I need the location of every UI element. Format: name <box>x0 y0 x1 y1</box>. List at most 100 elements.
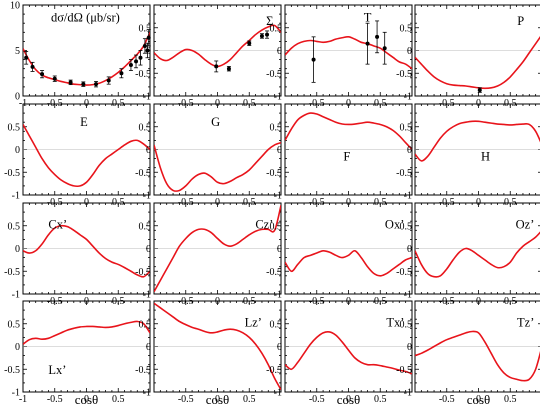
x-tick-label: 0 <box>346 394 351 405</box>
y-tick-label: -1 <box>12 290 20 301</box>
y-tick-label: 0.5 <box>270 23 283 34</box>
x-tick-label: -1 <box>19 394 27 405</box>
y-tick-label: -1 <box>404 191 412 202</box>
panel-label: Cx’ <box>48 217 67 231</box>
y-tick-label: 0.5 <box>400 319 413 330</box>
y-tick-label: -1 <box>274 191 282 202</box>
panel-9: -0.5 0 0.5 -1 -0.5 0 0.5 Cx’ <box>4 202 151 307</box>
y-tick-label: -0.5 <box>4 267 20 278</box>
y-tick-label: -1 <box>274 92 282 103</box>
y-tick-label: -0.5 <box>4 365 20 376</box>
x-axis-title: cosθ <box>75 392 99 407</box>
data-point <box>24 51 29 65</box>
data-point <box>259 33 264 39</box>
y-tick-label: -1 <box>404 388 412 399</box>
data-point <box>138 50 143 66</box>
y-tick-label: 0.5 <box>400 23 413 34</box>
y-tick-label: -1 <box>274 290 282 301</box>
data-point <box>375 20 380 54</box>
y-tick-label: 0 <box>277 342 282 353</box>
y-tick-label: 0 <box>146 342 151 353</box>
panel-label: Lx’ <box>48 363 66 377</box>
x-tick-label: 0.5 <box>243 394 256 405</box>
model-curve <box>415 330 540 382</box>
x-tick-label: -0.5 <box>439 394 455 405</box>
y-tick-label: -1 <box>12 191 20 202</box>
panel-7: -0.5 0 0.5 -1 -0.5 0 0.5 F <box>266 103 413 208</box>
data-point <box>94 81 99 88</box>
panel-5: -0.5 0 0.5 -1 -0.5 0 0.5 E <box>4 103 151 208</box>
panel-2: -0.5 0 0.5-1-0.500.5Σ <box>135 4 282 109</box>
y-tick-label: -0.5 <box>135 365 151 376</box>
data-point <box>119 68 124 79</box>
panel-11: -0.500.5-1-0.500.5Ox’ <box>266 202 413 307</box>
y-tick-label: -0.5 <box>396 267 412 278</box>
model-curve <box>23 224 150 278</box>
panel-label: P <box>517 14 524 28</box>
y-tick-label: 0.5 <box>270 319 283 330</box>
y-tick-label: 0 <box>15 145 20 156</box>
panel-16: -0.5 0 0.5 -1 -0.5 0 0.5 Tz’ <box>396 300 540 405</box>
y-tick-label: 0.5 <box>139 319 152 330</box>
data-point <box>106 76 111 85</box>
model-curve <box>285 249 412 277</box>
data-point <box>214 60 219 73</box>
panel-label: dσ/dΩ (μb/sr) <box>51 10 120 24</box>
panel-8: -0.5 0 0.5-1-0.500.5H <box>396 103 540 208</box>
y-tick-label: 0 <box>15 342 20 353</box>
panel-13: -1 -0.5 0 0.5 -1 -0.5 0 0.5 Lx’ <box>4 300 151 405</box>
y-tick-label: -1 <box>143 388 151 399</box>
x-tick-label: 0 <box>84 394 89 405</box>
y-tick-label: 0 <box>407 46 412 57</box>
model-curve <box>154 24 281 68</box>
panel-14: -0.5 0 0.5 -1 -0.5 0 0.5 Lz’ <box>135 300 282 405</box>
data-point <box>52 75 57 82</box>
y-tick-label: -0.5 <box>266 69 282 80</box>
data-point <box>142 38 147 54</box>
model-curve <box>23 124 150 188</box>
y-tick-label: 0 <box>407 342 412 353</box>
x-axis-title: cosθ <box>337 392 361 407</box>
y-tick-label: 0.5 <box>8 221 21 232</box>
y-tick-label: 0.5 <box>8 319 21 330</box>
panel-label: Tx’ <box>386 315 404 329</box>
y-tick-label: -0.5 <box>396 365 412 376</box>
data-point <box>365 22 370 65</box>
x-axis-title: cosθ <box>467 392 491 407</box>
y-tick-label: -1 <box>143 191 151 202</box>
data-point <box>311 36 316 83</box>
model-curve <box>285 36 412 70</box>
panel-1: -1 -0.5 0 0.5 0 5 10 dσ/dΩ (μb/sr) <box>10 1 151 109</box>
y-tick-label: 0.5 <box>139 23 152 34</box>
data-point <box>40 70 45 79</box>
x-tick-label: 0.5 <box>374 394 387 405</box>
panel-label: F <box>343 149 350 163</box>
panel-label: Tz’ <box>517 315 534 329</box>
panel-4: -0.5 0 0.5-1-0.500.5P <box>396 4 540 109</box>
panel-15: -0.5 0 0.5-1-0.500.5 Tx’ <box>266 300 413 405</box>
panel-label: Lz’ <box>245 315 262 329</box>
y-tick-label: 0.5 <box>270 122 283 133</box>
y-tick-label: -0.5 <box>266 365 282 376</box>
y-tick-label: -0.5 <box>135 168 151 179</box>
y-tick-label: 0.5 <box>139 122 152 133</box>
y-tick-label: 0 <box>15 244 20 255</box>
model-curve <box>415 36 540 90</box>
model-curve <box>415 231 540 278</box>
model-curve <box>154 205 281 293</box>
data-point <box>382 31 387 65</box>
data-point <box>477 87 482 93</box>
y-tick-label: 0 <box>407 145 412 156</box>
model-curve <box>154 141 281 192</box>
y-tick-label: -0.5 <box>396 168 412 179</box>
x-tick-label: 0 <box>476 394 481 405</box>
y-tick-label: -0.5 <box>396 69 412 80</box>
y-tick-label: -1 <box>404 92 412 103</box>
y-tick-label: 0 <box>277 46 282 57</box>
y-tick-label: -0.5 <box>266 267 282 278</box>
y-tick-label: 5 <box>15 46 20 57</box>
y-tick-label: 10 <box>10 1 20 12</box>
panel-10: -0.500.5-1-0.500.5Cz’ <box>135 202 282 307</box>
x-tick-label: -0.5 <box>309 394 325 405</box>
